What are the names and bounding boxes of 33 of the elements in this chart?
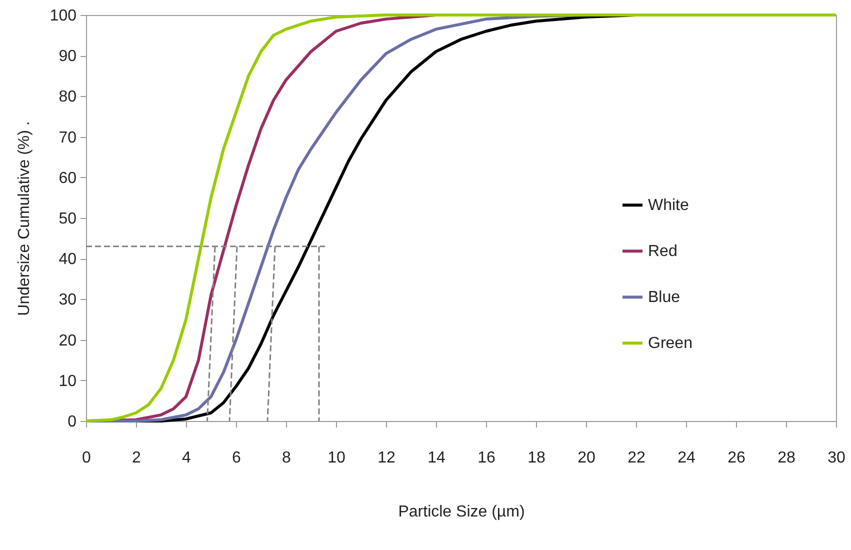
x-tick-label: 30 — [828, 450, 846, 466]
y-tick-label: 30 — [58, 292, 77, 309]
y-tick-label: 10 — [58, 372, 77, 390]
y-tick-label: 0 — [68, 414, 77, 430]
x-tick-label: 0 — [82, 450, 92, 466]
x-tick-label: 2 — [132, 450, 142, 466]
y-tick-label: 90 — [58, 48, 77, 66]
y-tick-label: 20 — [58, 332, 77, 350]
x-axis-title: Particle Size (µm) — [398, 504, 525, 520]
x-tick-label: 12 — [378, 450, 396, 466]
y-tick-label: 50 — [58, 210, 77, 228]
x-tick-label: 20 — [578, 450, 596, 466]
legend-label: Blue — [648, 289, 680, 306]
x-tick-label: 24 — [678, 450, 696, 466]
y-tick-label: 100 — [50, 8, 77, 24]
y-tick-label: 80 — [58, 88, 77, 106]
x-tick-label: 6 — [232, 450, 242, 466]
legend-label: White — [648, 197, 689, 214]
y-tick-label: 60 — [58, 170, 77, 187]
x-tick-label: 14 — [428, 450, 446, 466]
x-tick-label: 10 — [328, 450, 346, 466]
x-tick-label: 18 — [528, 450, 546, 466]
legend-label: Red — [648, 243, 678, 260]
x-tick-label: 4 — [182, 450, 192, 466]
x-tick-label: 28 — [778, 450, 796, 466]
legend-label: Green — [648, 335, 692, 352]
y-axis-title: Undersize Cumulative (%) . — [16, 121, 33, 316]
x-tick-label: 16 — [478, 450, 496, 466]
x-tick-label: 8 — [282, 450, 292, 466]
x-tick-label: 26 — [728, 450, 746, 466]
y-tick-label: 40 — [58, 251, 77, 268]
y-tick-label: 70 — [58, 129, 77, 146]
x-tick-label: 22 — [628, 450, 646, 466]
